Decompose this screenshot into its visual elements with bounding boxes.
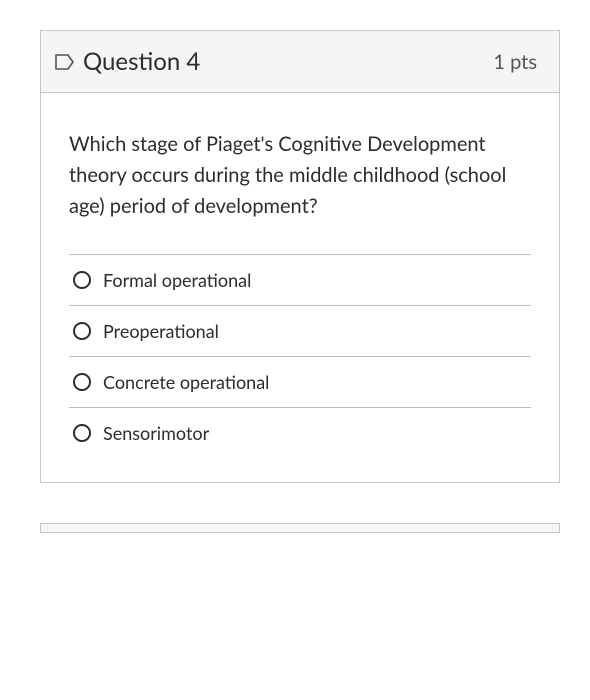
header-left: Question 4 bbox=[55, 47, 200, 76]
option-item[interactable]: Concrete operational bbox=[69, 356, 531, 407]
option-item[interactable]: Formal operational bbox=[69, 254, 531, 305]
radio-icon[interactable] bbox=[73, 373, 91, 391]
question-body: Which stage of Piaget's Cognitive Develo… bbox=[41, 93, 559, 482]
options-list: Formal operational Preoperational Concre… bbox=[69, 254, 531, 458]
option-item[interactable]: Preoperational bbox=[69, 305, 531, 356]
question-header: Question 4 1 pts bbox=[41, 31, 559, 93]
radio-icon[interactable] bbox=[73, 271, 91, 289]
bookmark-tag-icon bbox=[55, 52, 75, 72]
next-question-peek bbox=[40, 523, 560, 533]
question-title: Question 4 bbox=[83, 47, 200, 76]
radio-icon[interactable] bbox=[73, 322, 91, 340]
option-label[interactable]: Concrete operational bbox=[103, 371, 269, 393]
option-item[interactable]: Sensorimotor bbox=[69, 407, 531, 458]
question-prompt: Which stage of Piaget's Cognitive Develo… bbox=[69, 129, 531, 222]
question-points: 1 pts bbox=[493, 50, 537, 74]
option-label[interactable]: Formal operational bbox=[103, 269, 251, 291]
option-label[interactable]: Sensorimotor bbox=[103, 422, 209, 444]
option-label[interactable]: Preoperational bbox=[103, 320, 219, 342]
question-card: Question 4 1 pts Which stage of Piaget's… bbox=[40, 30, 560, 483]
radio-icon[interactable] bbox=[73, 424, 91, 442]
